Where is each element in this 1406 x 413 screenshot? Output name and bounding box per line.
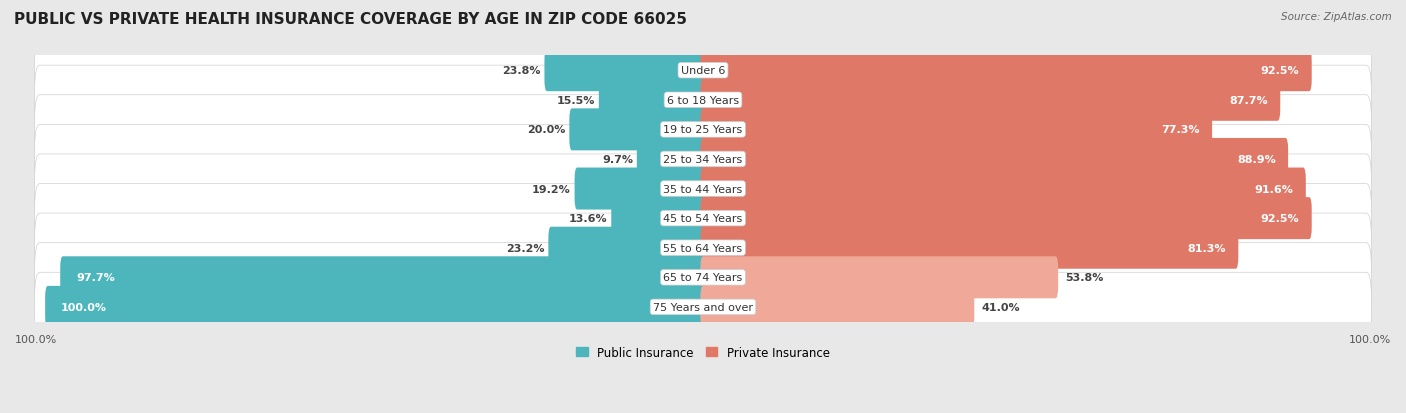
FancyBboxPatch shape (700, 227, 1239, 269)
Text: 81.3%: 81.3% (1188, 243, 1226, 253)
Legend: Public Insurance, Private Insurance: Public Insurance, Private Insurance (571, 342, 835, 364)
FancyBboxPatch shape (35, 66, 1371, 135)
Text: 19 to 25 Years: 19 to 25 Years (664, 125, 742, 135)
FancyBboxPatch shape (35, 95, 1371, 165)
FancyBboxPatch shape (637, 139, 706, 180)
FancyBboxPatch shape (700, 109, 1212, 151)
Text: 23.2%: 23.2% (506, 243, 544, 253)
FancyBboxPatch shape (35, 154, 1371, 223)
Text: 13.6%: 13.6% (568, 214, 607, 223)
Text: Under 6: Under 6 (681, 66, 725, 76)
FancyBboxPatch shape (569, 109, 706, 151)
Text: 55 to 64 Years: 55 to 64 Years (664, 243, 742, 253)
FancyBboxPatch shape (45, 286, 706, 328)
FancyBboxPatch shape (35, 243, 1371, 312)
FancyBboxPatch shape (35, 214, 1371, 282)
Text: 6 to 18 Years: 6 to 18 Years (666, 95, 740, 106)
Text: Source: ZipAtlas.com: Source: ZipAtlas.com (1281, 12, 1392, 22)
FancyBboxPatch shape (60, 256, 706, 299)
FancyBboxPatch shape (700, 168, 1306, 210)
Text: 41.0%: 41.0% (981, 302, 1021, 312)
Text: 91.6%: 91.6% (1254, 184, 1294, 194)
Text: 87.7%: 87.7% (1229, 95, 1268, 106)
Text: 97.7%: 97.7% (76, 273, 115, 282)
Text: 100.0%: 100.0% (1348, 334, 1391, 344)
FancyBboxPatch shape (575, 168, 706, 210)
FancyBboxPatch shape (700, 50, 1312, 92)
FancyBboxPatch shape (35, 125, 1371, 194)
FancyBboxPatch shape (700, 139, 1288, 180)
FancyBboxPatch shape (700, 198, 1312, 240)
Text: 53.8%: 53.8% (1066, 273, 1104, 282)
FancyBboxPatch shape (599, 80, 706, 121)
Text: 77.3%: 77.3% (1161, 125, 1199, 135)
Text: 92.5%: 92.5% (1261, 66, 1299, 76)
FancyBboxPatch shape (700, 286, 974, 328)
Text: 35 to 44 Years: 35 to 44 Years (664, 184, 742, 194)
FancyBboxPatch shape (548, 227, 706, 269)
FancyBboxPatch shape (612, 198, 706, 240)
Text: 92.5%: 92.5% (1261, 214, 1299, 223)
Text: 100.0%: 100.0% (60, 302, 107, 312)
Text: PUBLIC VS PRIVATE HEALTH INSURANCE COVERAGE BY AGE IN ZIP CODE 66025: PUBLIC VS PRIVATE HEALTH INSURANCE COVER… (14, 12, 688, 27)
FancyBboxPatch shape (544, 50, 706, 92)
Text: 23.8%: 23.8% (502, 66, 540, 76)
FancyBboxPatch shape (700, 80, 1281, 121)
Text: 20.0%: 20.0% (527, 125, 565, 135)
FancyBboxPatch shape (700, 256, 1059, 299)
Text: 45 to 54 Years: 45 to 54 Years (664, 214, 742, 223)
Text: 65 to 74 Years: 65 to 74 Years (664, 273, 742, 282)
FancyBboxPatch shape (35, 36, 1371, 106)
FancyBboxPatch shape (35, 273, 1371, 342)
Text: 88.9%: 88.9% (1237, 154, 1275, 164)
Text: 75 Years and over: 75 Years and over (652, 302, 754, 312)
Text: 25 to 34 Years: 25 to 34 Years (664, 154, 742, 164)
Text: 9.7%: 9.7% (602, 154, 633, 164)
Text: 100.0%: 100.0% (15, 334, 58, 344)
Text: 15.5%: 15.5% (557, 95, 595, 106)
FancyBboxPatch shape (35, 184, 1371, 253)
Text: 19.2%: 19.2% (531, 184, 571, 194)
